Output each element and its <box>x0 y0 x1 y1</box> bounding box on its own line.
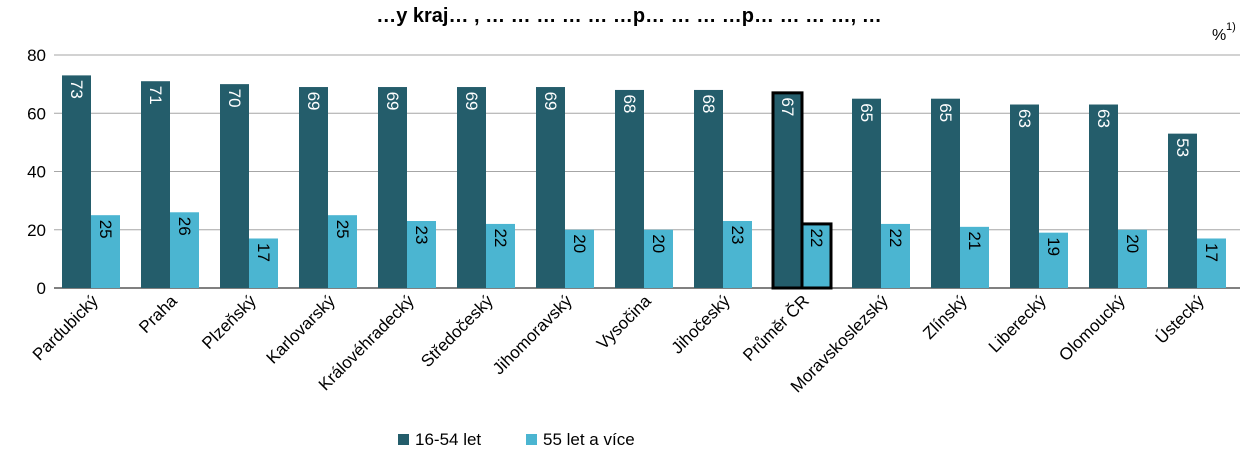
bar-value-label: 25 <box>96 220 115 239</box>
bar-series1 <box>694 89 723 288</box>
x-category-label: Ústecký <box>1152 291 1209 348</box>
bar-value-label: 20 <box>1123 234 1142 253</box>
bar-series1 <box>457 87 486 288</box>
unit-label: % 1) <box>1212 21 1236 44</box>
y-tick-label: 40 <box>27 163 46 182</box>
bar-value-label: 69 <box>304 92 323 111</box>
bar-series2 <box>328 215 357 288</box>
legend-swatch <box>398 434 409 445</box>
bar-series1 <box>1168 133 1197 288</box>
bar-series2 <box>960 226 989 288</box>
bar-value-label: 69 <box>383 92 402 111</box>
chart-title: …y kraj… , … … … … … …p… … … …p… … … …, … <box>376 5 882 27</box>
bar-series2 <box>249 238 278 288</box>
bar-value-label: 22 <box>807 228 826 247</box>
x-category-label: Praha <box>135 291 181 337</box>
bar-series2 <box>565 229 594 288</box>
x-category-label: Vysočina <box>593 291 655 353</box>
y-tick-label: 60 <box>27 104 46 123</box>
bar-value-label: 25 <box>333 220 352 239</box>
bar-value-label: 68 <box>699 94 718 113</box>
bar-value-label: 69 <box>541 92 560 111</box>
bar-value-label: 26 <box>175 217 194 236</box>
bar-value-label: 21 <box>965 231 984 250</box>
bars: 73 25 71 26 70 17 69 25 69 23 69 22 69 20 68 20 68 23 67 22… <box>62 75 1226 290</box>
bar-value-label: 17 <box>254 243 273 262</box>
bar-series2 <box>1118 229 1147 288</box>
legend: 16-54 let 55 let a více <box>398 430 635 449</box>
unit-footnote: 1) <box>1226 21 1236 33</box>
x-category-label: Plzeňský <box>198 291 260 353</box>
bar-value-label: 20 <box>649 234 668 253</box>
bar-series2 <box>881 223 910 288</box>
legend-label: 16-54 let <box>415 430 481 449</box>
bar-value-label: 68 <box>620 94 639 113</box>
bar-value-label: 73 <box>67 80 86 99</box>
x-category-label: Středočeský <box>417 291 497 371</box>
bar-value-label: 23 <box>728 226 747 245</box>
bar-value-label: 65 <box>857 103 876 122</box>
bar-series2 <box>170 212 199 288</box>
legend-swatch <box>526 434 537 445</box>
x-category-label: Olomoucký <box>1055 291 1129 365</box>
bar-series2 <box>723 221 752 288</box>
x-category-label: Jihomoravský <box>489 291 576 378</box>
bar-value-label: 17 <box>1202 243 1221 262</box>
bar-value-label: 65 <box>936 103 955 122</box>
x-category-label: Pardubický <box>29 291 102 364</box>
bar-series1 <box>852 98 881 288</box>
bar-series1 <box>1010 104 1039 288</box>
bar-series2 <box>407 221 436 288</box>
x-category-label: Liberecký <box>985 291 1050 356</box>
bar-series2 <box>486 223 515 288</box>
x-category-label: Zlínský <box>919 291 971 343</box>
bar-value-label: 70 <box>225 89 244 108</box>
bar-value-label: 19 <box>1044 237 1063 256</box>
legend-label: 55 let a více <box>543 430 635 449</box>
bar-series1 <box>299 87 328 288</box>
bar-value-label: 23 <box>412 226 431 245</box>
y-tick-label: 80 <box>27 46 46 65</box>
bar-value-label: 20 <box>570 234 589 253</box>
bar-series2 <box>1197 238 1226 288</box>
bar-series1 <box>615 89 644 288</box>
bar-series2 <box>91 215 120 288</box>
bar-value-label: 53 <box>1173 138 1192 157</box>
x-category-label: Jihočeský <box>668 291 735 358</box>
bar-value-label: 69 <box>462 92 481 111</box>
bar-series1 <box>536 87 565 288</box>
bar-series1 <box>771 91 804 290</box>
bar-value-label: 67 <box>778 97 797 116</box>
bar-value-label: 63 <box>1094 109 1113 128</box>
bar-series1 <box>378 87 407 288</box>
bar-series1 <box>62 75 91 288</box>
x-axis: Pardubický Praha Plzeňský KarlovarskýKrálov… <box>29 291 1208 396</box>
bar-series1 <box>220 84 249 288</box>
y-tick-label: 0 <box>37 279 46 298</box>
y-axis: 0 20 40 60 80 <box>27 46 46 298</box>
bar-series2 <box>800 222 833 290</box>
unit-percent: % <box>1212 27 1226 44</box>
x-category-label: Karlovarský <box>263 291 340 368</box>
bar-value-label: 71 <box>146 86 165 105</box>
bar-series2 <box>644 229 673 288</box>
bar-series1 <box>1089 104 1118 288</box>
bar-series1 <box>931 98 960 288</box>
bar-value-label: 22 <box>491 228 510 247</box>
bar-value-label: 22 <box>886 228 905 247</box>
bar-series2 <box>1039 232 1068 288</box>
bar-value-label: 63 <box>1015 109 1034 128</box>
y-tick-label: 20 <box>27 221 46 240</box>
x-category-label: Průměr ČR <box>739 291 813 365</box>
bar-series1 <box>141 81 170 289</box>
